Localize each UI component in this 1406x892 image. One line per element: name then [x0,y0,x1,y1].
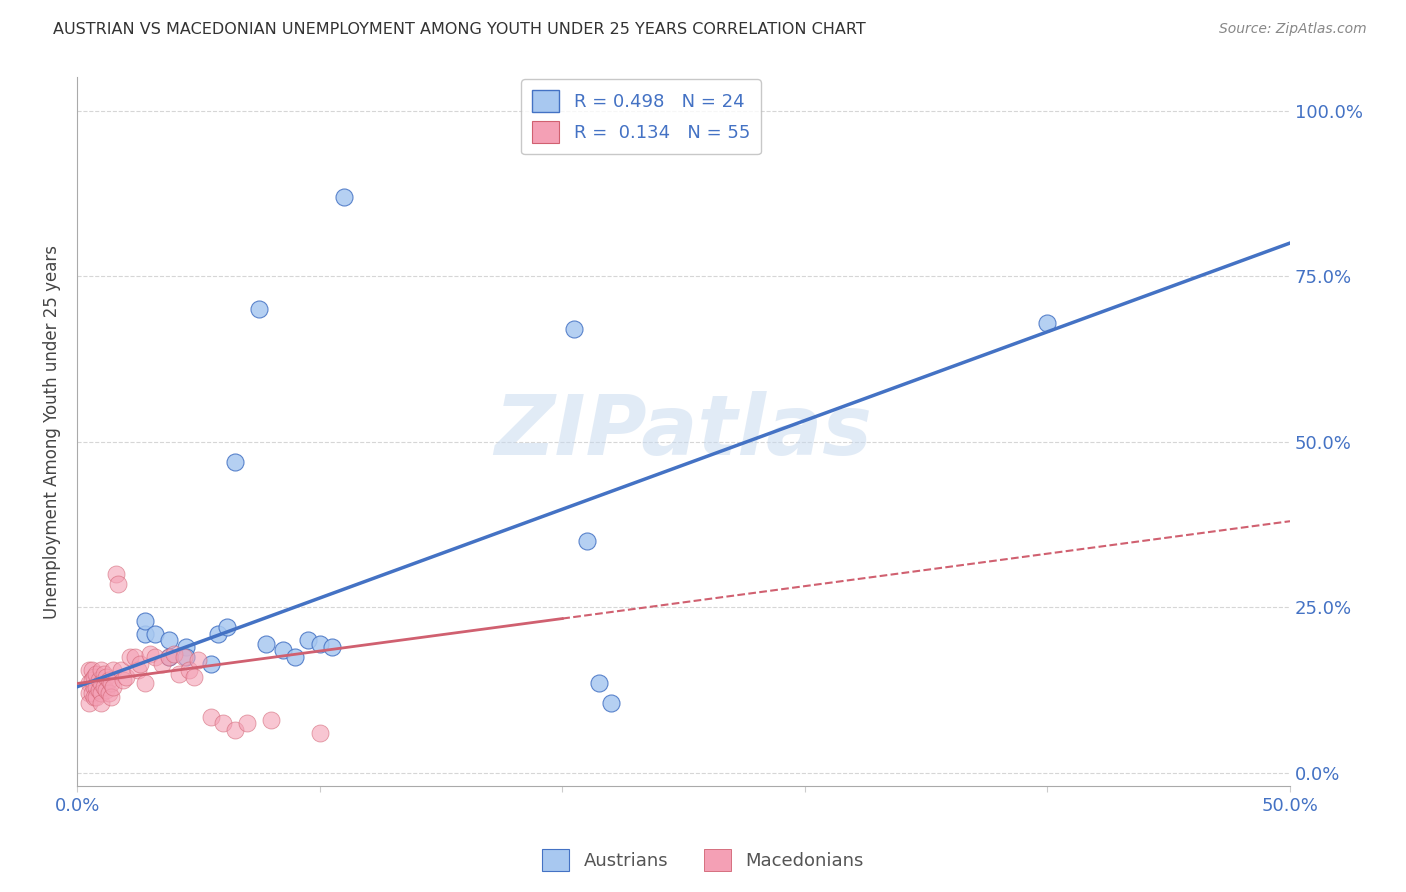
Point [86,690,108,704]
Point [124,650,146,665]
Point [83,670,105,684]
Point [157,650,180,665]
Point [599,697,621,711]
Point [110,663,132,677]
Point [187,653,209,667]
Text: ZIPatlas: ZIPatlas [495,392,873,472]
Point [254,637,277,651]
Point [177,663,200,677]
Point [207,627,229,641]
Point [200,709,222,723]
Point [134,627,156,641]
Point [86,680,108,694]
Point [284,650,307,665]
Point [107,577,129,591]
Point [143,650,166,665]
Point [174,650,197,665]
Point [100,690,122,704]
Point [260,713,283,727]
Point [90,697,112,711]
Point [100,676,122,690]
Point [321,640,343,654]
Point [93,680,115,694]
Point [90,686,112,700]
Point [104,567,127,582]
Point [114,670,136,684]
Point [127,663,149,677]
Point [174,640,197,654]
Point [103,680,125,694]
Point [173,650,195,665]
Point [150,657,173,671]
Point [236,716,259,731]
Point [134,676,156,690]
Text: Source: ZipAtlas.com: Source: ZipAtlas.com [1219,22,1367,37]
Y-axis label: Unemployment Among Youth under 25 years: Unemployment Among Youth under 25 years [44,244,60,619]
Legend: Austrians, Macedonians: Austrians, Macedonians [534,842,872,879]
Point [86,666,108,681]
Point [129,657,152,671]
Point [80,663,103,677]
Point [297,633,319,648]
Point [167,666,190,681]
Point [333,189,356,203]
Point [163,647,186,661]
Point [80,686,103,700]
Legend: R = 0.498   N = 24, R =  0.134   N = 55: R = 0.498 N = 24, R = 0.134 N = 55 [522,79,761,154]
Point [90,676,112,690]
Point [143,627,166,641]
Point [224,454,246,468]
Point [80,673,103,688]
Point [103,663,125,677]
Point [77,676,100,690]
Point [217,620,239,634]
Point [87,673,110,688]
Point [157,633,180,648]
Point [97,686,120,700]
Point [588,676,610,690]
Point [247,302,270,317]
Point [211,716,233,731]
Text: AUSTRIAN VS MACEDONIAN UNEMPLOYMENT AMONG YOUTH UNDER 25 YEARS CORRELATION CHART: AUSTRIAN VS MACEDONIAN UNEMPLOYMENT AMON… [53,22,866,37]
Point [139,647,162,661]
Point [575,534,598,549]
Point [96,683,118,698]
Point [564,322,586,336]
Point [83,690,105,704]
Point [112,673,135,688]
Point [90,663,112,677]
Point [93,666,115,681]
Point [200,657,222,671]
Point [77,697,100,711]
Point [87,683,110,698]
Point [97,673,120,688]
Point [134,614,156,628]
Point [1036,316,1059,330]
Point [308,726,330,740]
Point [271,643,294,657]
Point [77,663,100,677]
Point [308,637,330,651]
Point [224,723,246,737]
Point [120,650,142,665]
Point [96,670,118,684]
Point [77,686,100,700]
Point [83,680,105,694]
Point [183,670,205,684]
Point [157,650,180,665]
